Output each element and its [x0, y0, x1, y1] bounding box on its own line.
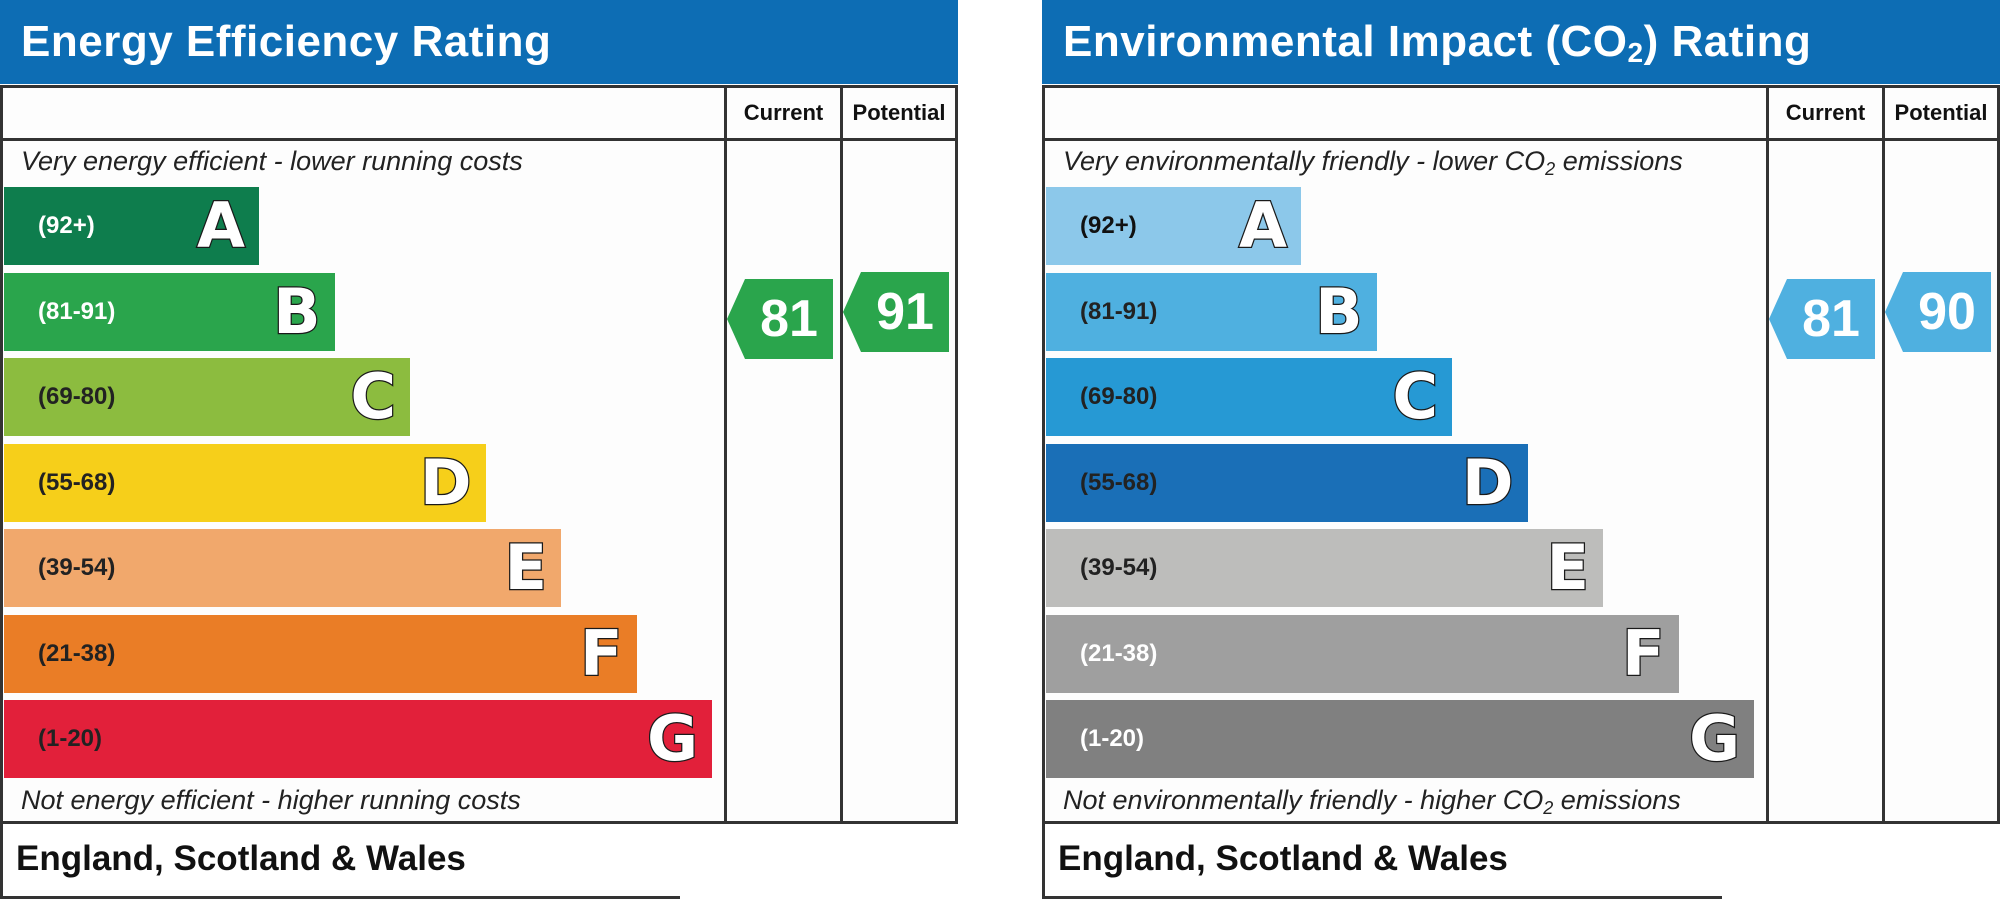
column-divider	[1882, 88, 1885, 821]
rating-band-d: (55-68) D	[1046, 443, 1528, 522]
rating-band-d: (55-68) D	[4, 443, 486, 522]
region-footer: England, Scotland & Wales	[1042, 824, 1722, 899]
band-range-label: (39-54)	[1080, 554, 1158, 581]
rating-band-c: (69-80) C	[1046, 358, 1452, 436]
band-letter: F	[579, 615, 624, 691]
band-letter: C	[349, 359, 397, 435]
band-range-label: (92+)	[1080, 212, 1137, 239]
chart-title-end: ) Rating	[1643, 17, 1812, 66]
top-caption: Very environmentally friendly - lower CO…	[1063, 146, 1683, 179]
top-caption-subscript: 2	[1545, 159, 1556, 179]
current-rating-value: 81	[1802, 290, 1860, 348]
top-caption-end: emissions	[1555, 146, 1683, 176]
potential-column-header: Potential	[1894, 100, 1988, 125]
marker-arrow-shape	[843, 271, 949, 352]
chart-frame: Current Potential Very environmentally f…	[1042, 85, 2000, 824]
potential-rating-marker: 90	[1885, 272, 1991, 353]
band-range-label: (39-54)	[38, 554, 116, 581]
rating-band-f: (21-38) F	[4, 614, 637, 693]
band-range-label: (81-91)	[1080, 297, 1158, 325]
band-range-label: (21-38)	[1080, 639, 1158, 667]
header-row	[3, 88, 955, 141]
region-footer: England, Scotland & Wales	[0, 824, 680, 899]
rating-band-a: (92+) A	[1046, 187, 1301, 265]
rating-band-a: (92+) A	[4, 187, 259, 265]
band-range-label: (92+)	[38, 212, 95, 239]
column-divider	[1766, 88, 1769, 821]
band-letter: G	[646, 701, 699, 777]
rating-band-f: (21-38) F	[1046, 614, 1679, 693]
band-range-label: (55-68)	[38, 468, 116, 496]
rating-band-b: (81-91) B	[1046, 272, 1377, 351]
current-rating-value: 81	[760, 290, 818, 348]
potential-rating-value: 91	[876, 282, 934, 341]
marker-arrow-shape	[727, 279, 833, 359]
band-letter: F	[1621, 615, 1666, 691]
band-letter: B	[272, 273, 322, 349]
rating-band-b: (81-91) B	[4, 272, 335, 351]
potential-column-header: Potential	[852, 100, 946, 125]
current-column-header: Current	[1785, 100, 1866, 125]
band-range-label: (21-38)	[38, 639, 116, 667]
potential-rating-value: 90	[1918, 283, 1976, 342]
top-caption-main: Very environmentally friendly - lower CO	[1063, 146, 1546, 176]
band-letter: C	[1391, 359, 1439, 435]
rating-band-g: (1-20) G	[4, 700, 712, 778]
rating-band-e: (39-54) E	[1046, 529, 1603, 607]
potential-rating-marker: 91	[843, 271, 949, 352]
chart-title: Energy Efficiency Rating	[0, 0, 958, 84]
rating-band-c: (69-80) C	[4, 358, 410, 436]
column-divider	[724, 88, 727, 821]
bottom-caption: Not energy efficient - higher running co…	[21, 785, 521, 815]
band-range-label: (55-68)	[1080, 468, 1158, 496]
band-range-label: (81-91)	[38, 297, 116, 325]
marker-arrow-shape	[1769, 279, 1875, 359]
band-range-label: (69-80)	[38, 383, 116, 410]
current-rating-marker: 81	[727, 279, 833, 359]
bottom-caption-main: Not environmentally friendly - higher CO	[1063, 785, 1544, 815]
band-letter: E	[503, 530, 548, 606]
band-letter: G	[1688, 701, 1741, 777]
bottom-caption: Not environmentally friendly - higher CO…	[1063, 785, 1681, 818]
band-range-label: (1-20)	[38, 725, 103, 752]
header-row	[1045, 88, 1997, 141]
top-caption: Very energy efficient - lower running co…	[21, 146, 523, 176]
bottom-caption-subscript: 2	[1543, 798, 1554, 818]
band-letter: B	[1314, 273, 1364, 349]
current-rating-marker: 81	[1769, 279, 1875, 359]
current-column-header: Current	[743, 100, 824, 125]
band-range-label: (1-20)	[1080, 725, 1145, 752]
chart-title-subscript: 2	[1627, 37, 1644, 68]
chart-frame: Current Potential Very energy efficient …	[0, 85, 958, 824]
band-letter: D	[1461, 444, 1515, 520]
band-letter: A	[196, 188, 246, 264]
band-letter: A	[1238, 188, 1288, 264]
environmental-impact-chart: Environmental Impact (CO2) Rating Curren…	[1042, 0, 2000, 899]
rating-band-g: (1-20) G	[1046, 700, 1754, 778]
bottom-caption-end: emissions	[1553, 785, 1681, 815]
band-letter: D	[419, 444, 473, 520]
chart-title-main: Environmental Impact (CO	[1063, 17, 1628, 66]
chart-title: Environmental Impact (CO2) Rating	[1042, 0, 2000, 84]
band-letter: E	[1545, 530, 1590, 606]
band-range-label: (69-80)	[1080, 383, 1158, 410]
column-divider	[840, 88, 843, 821]
rating-band-e: (39-54) E	[4, 529, 561, 607]
marker-arrow-shape	[1885, 272, 1991, 353]
energy-efficiency-chart: Energy Efficiency Rating Current Potenti…	[0, 0, 958, 899]
